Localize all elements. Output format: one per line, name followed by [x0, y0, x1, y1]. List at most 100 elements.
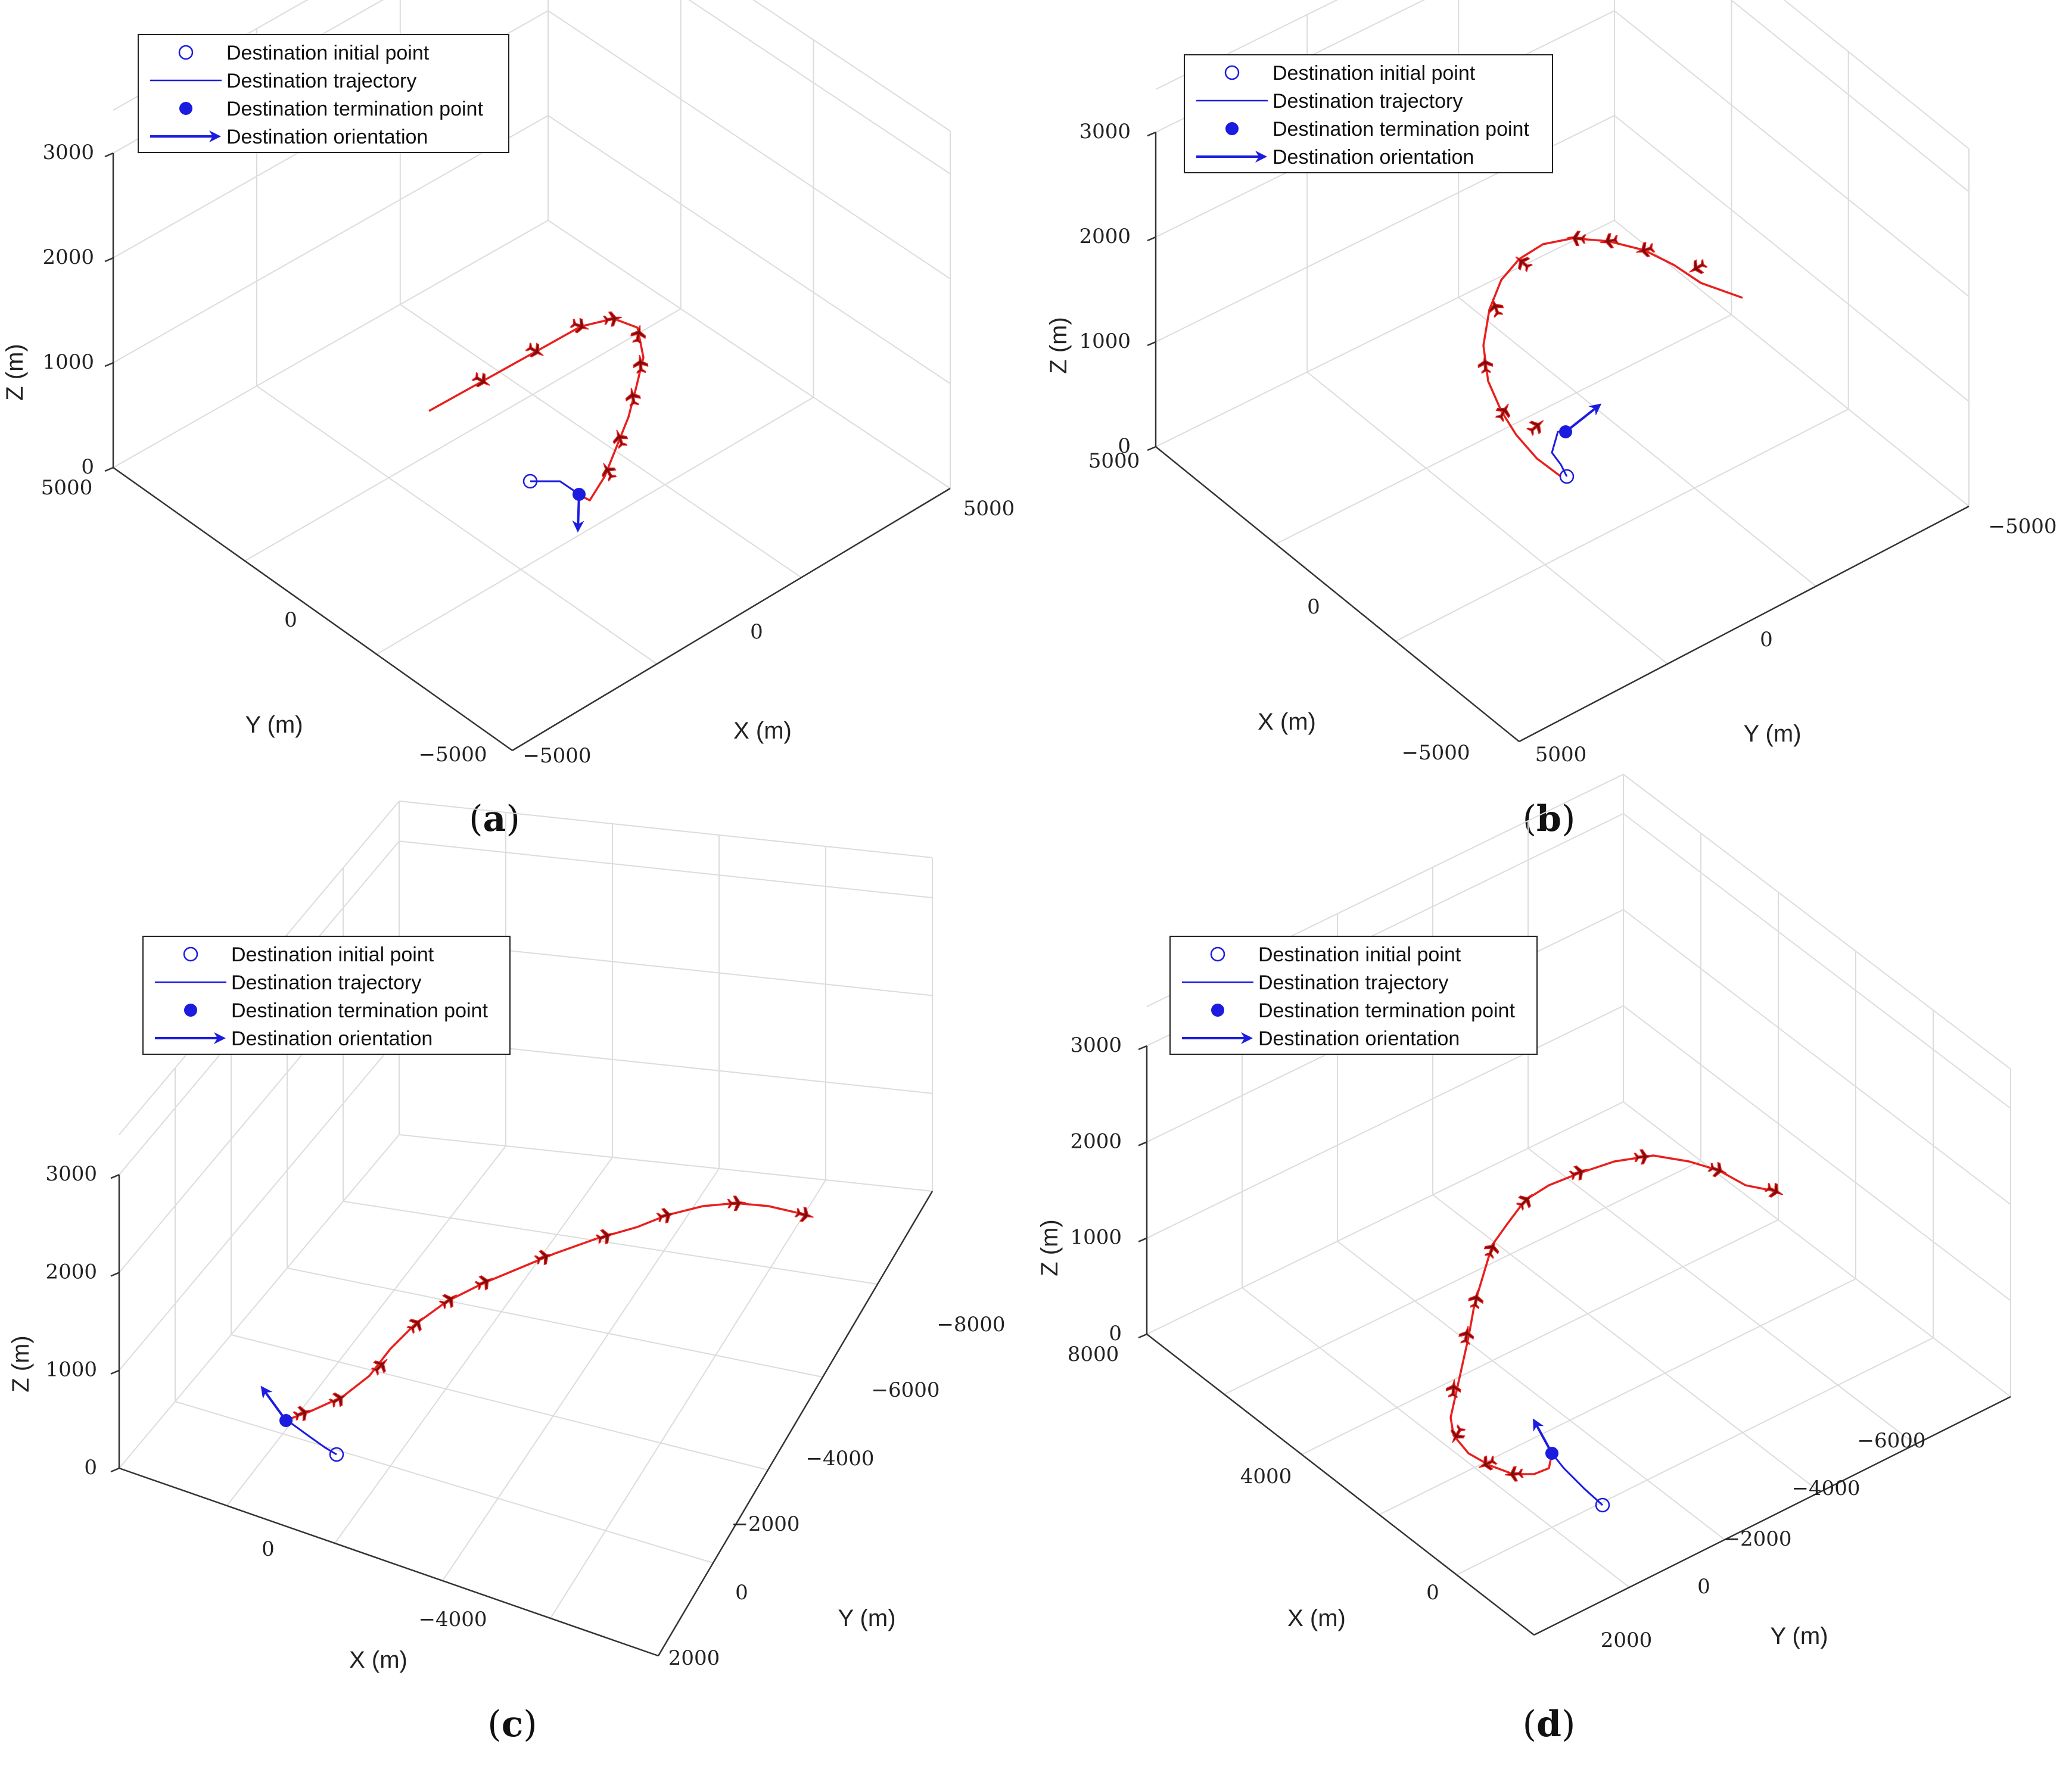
grid-line [547, 115, 951, 384]
legend-label: Destination trajectory [1258, 971, 1448, 994]
z-tick-mark [1138, 1333, 1147, 1339]
aircraft-marker [1515, 256, 1533, 272]
caption-letter: d [1536, 1703, 1561, 1745]
y-axis-line [1533, 1396, 2011, 1636]
panel-caption: (d) [1523, 1703, 1576, 1745]
grid-line [113, 220, 549, 468]
z-tick-mark [1147, 446, 1156, 451]
aircraft-marker [1483, 1239, 1499, 1259]
grid-line [1432, 1194, 1821, 1493]
aircraft-marker [612, 429, 629, 449]
z-tick-label: 0 [1109, 1322, 1122, 1345]
aircraft-trajectory [428, 311, 649, 502]
legend: Destination initial point Destination tra… [1184, 54, 1553, 173]
z-tick-label: 3000 [42, 141, 94, 164]
grid-line [547, 10, 951, 279]
z-tick-label: 0 [1118, 434, 1131, 458]
z-tick-mark [1147, 131, 1156, 137]
grid-line [1146, 1005, 1624, 1239]
z-tick-label: 3000 [1079, 120, 1131, 144]
legend-label: Destination orientation [231, 1027, 433, 1050]
aircraft-marker [525, 342, 544, 358]
x-tick-label: 5000 [1088, 449, 1140, 473]
aircraft-marker [1488, 298, 1504, 318]
grid-line [175, 1401, 714, 1563]
grid-line [1730, 0, 1970, 192]
legend-label: Destination orientation [1273, 146, 1474, 169]
y-tick-label: −4000 [1791, 1477, 1860, 1500]
z-axis-label: Z (m) [1046, 317, 1072, 374]
legend-label: Destination trajectory [226, 70, 416, 92]
x-tick-label: −5000 [1401, 741, 1470, 765]
legend-label: Destination termination point [1258, 999, 1515, 1022]
destination-initial-point [329, 1447, 344, 1462]
z-tick-mark [104, 152, 114, 158]
z-axis-label: Z (m) [1037, 1219, 1063, 1276]
aircraft-marker [1567, 231, 1586, 247]
x-tick-label: 8000 [1068, 1343, 1119, 1366]
x-tick-label: 0 [262, 1537, 275, 1561]
y-tick-label: 0 [1697, 1575, 1710, 1599]
destination-trajectory-line [1551, 1453, 1604, 1506]
z-tick-mark [1138, 1141, 1147, 1147]
legend-label: Destination termination point [1273, 118, 1529, 141]
x-axis-line [1155, 446, 1520, 742]
grid-lines [119, 801, 933, 1619]
legend-label: Destination orientation [226, 126, 428, 148]
x-tick-label: 0 [750, 620, 763, 644]
z-tick-label: 0 [84, 1456, 97, 1480]
grid-line [343, 1201, 878, 1285]
grid-line [119, 1134, 400, 1469]
y-tick-label: 2000 [1601, 1628, 1653, 1652]
legend-label: Destination trajectory [1273, 90, 1463, 113]
x-tick-label: 4000 [1240, 1465, 1292, 1488]
x-axis-line [1146, 1334, 1535, 1636]
grid-line [752, 0, 951, 132]
aircraft-marker [1707, 1161, 1727, 1178]
aircraft-marker [1458, 1325, 1474, 1345]
z-tick-label: 2000 [1070, 1129, 1122, 1153]
grid-line [244, 308, 682, 562]
aircraft-marker [1445, 1379, 1461, 1399]
y-axis-label: Y (m) [1743, 721, 1801, 747]
destination-orientation-arrow [1564, 403, 1602, 433]
aircraft-marker [474, 1275, 494, 1291]
grid-line [550, 1179, 826, 1619]
destination-trajectory-line [530, 480, 580, 496]
z-tick-label: 3000 [45, 1162, 97, 1186]
caption-open: ( [487, 1703, 501, 1745]
z-tick-label: 1000 [42, 350, 94, 374]
grid-lines [1155, 0, 1970, 665]
z-tick-mark [110, 1467, 120, 1473]
grid-line [1155, 220, 1615, 447]
aircraft-marker [1569, 1165, 1588, 1181]
grid-line [1275, 314, 1732, 545]
y-tick-label: 5000 [41, 476, 93, 500]
legend-label: Destination termination point [231, 999, 488, 1022]
aircraft-marker [656, 1208, 676, 1224]
legend-open-circle-icon [183, 946, 198, 962]
y-tick-label: −5000 [418, 743, 487, 767]
panel-c: 0 1000 2000 3000 Z (m) 0 −4000 2000 0 −2000 −4000 −… [8, 801, 1006, 1745]
legend: Destination initial point Destination tra… [1169, 936, 1538, 1055]
grid-line [1614, 220, 1970, 507]
legend: Destination initial point Destination tra… [142, 936, 511, 1055]
x-axis-label: X (m) [1258, 709, 1316, 735]
caption-letter: a [483, 798, 506, 840]
grid-line [1395, 408, 1849, 642]
y-tick-label: 0 [1760, 628, 1773, 652]
destination-initial-point [1559, 469, 1575, 484]
aircraft-marker [602, 311, 623, 327]
legend-label: Destination initial point [226, 42, 430, 64]
legend-label: Destination termination point [226, 98, 483, 120]
grid-line [1614, 10, 1970, 297]
legend-box [142, 936, 511, 1055]
z-tick-label: 2000 [42, 245, 94, 269]
aircraft-marker [534, 1250, 553, 1266]
x-axis-label: X (m) [733, 718, 792, 744]
x-tick-label: 5000 [963, 497, 1015, 521]
z-axis-label: Z (m) [8, 1335, 34, 1393]
grid-line [399, 1134, 933, 1192]
